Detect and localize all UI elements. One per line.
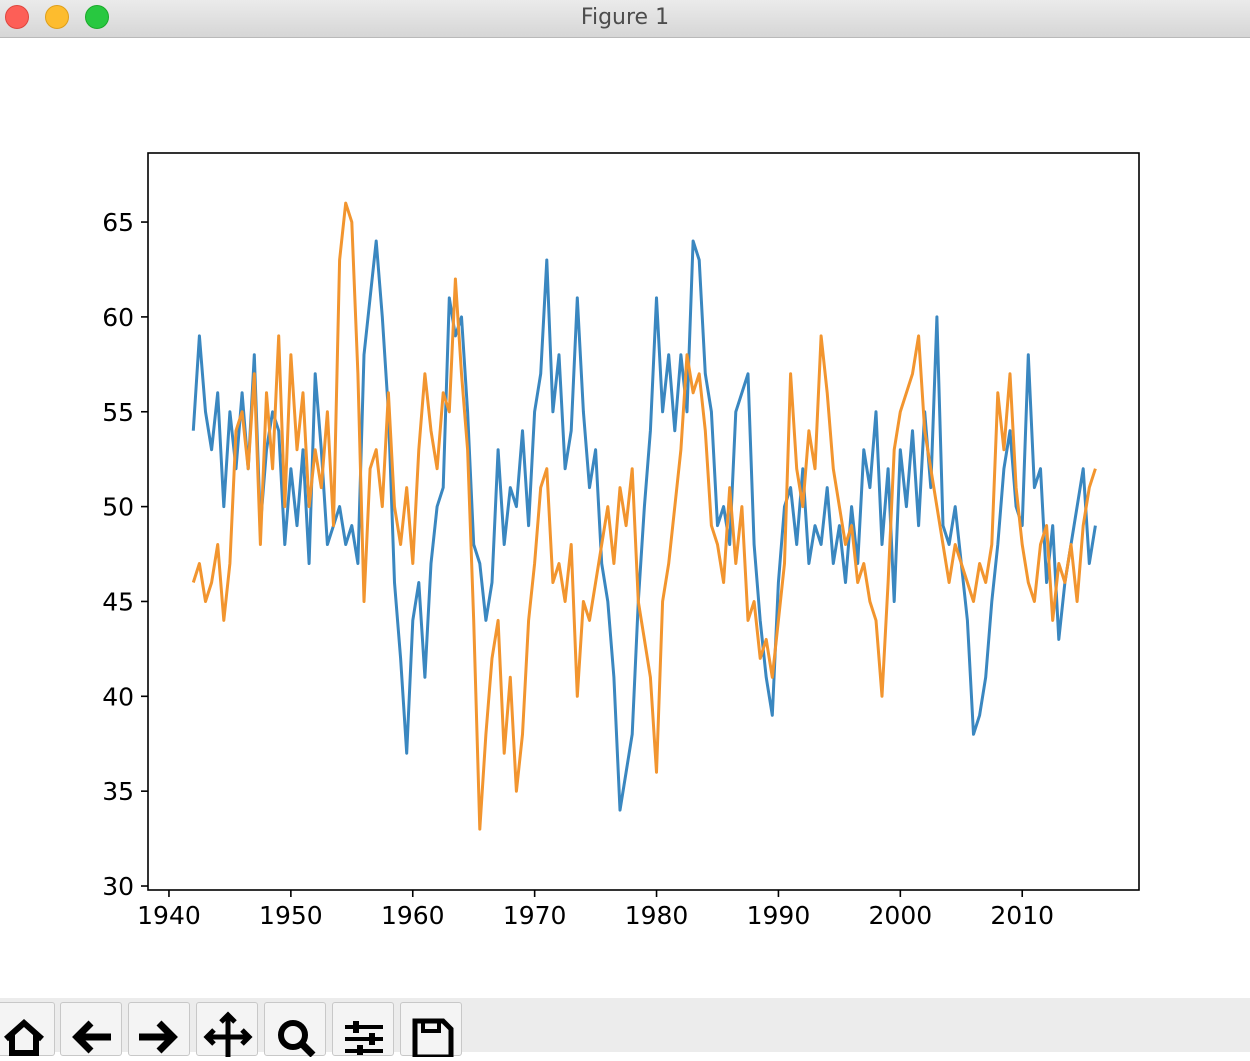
minimize-button[interactable] bbox=[45, 5, 69, 29]
home-button[interactable] bbox=[0, 1002, 55, 1056]
x-tick-label: 2000 bbox=[869, 901, 933, 930]
x-tick-label: 1950 bbox=[259, 901, 323, 930]
window-title: Figure 1 bbox=[580, 5, 670, 30]
x-tick-label: 1970 bbox=[503, 901, 567, 930]
toolbar bbox=[0, 998, 1250, 1060]
y-tick-label: 45 bbox=[102, 587, 134, 616]
data-line bbox=[191, 201, 1097, 831]
x-tick-label: 1980 bbox=[625, 901, 689, 930]
title-bar: Figure 1 bbox=[0, 0, 1250, 38]
y-tick-label: 60 bbox=[102, 303, 134, 332]
y-tick-label: 30 bbox=[102, 872, 134, 901]
save-button[interactable] bbox=[400, 1002, 462, 1060]
y-tick-label: 40 bbox=[102, 682, 134, 711]
y-tick-label: 55 bbox=[102, 398, 134, 427]
forward-button[interactable] bbox=[128, 1002, 190, 1056]
configure-button[interactable] bbox=[332, 1002, 394, 1056]
x-tick-label: 1990 bbox=[747, 901, 811, 930]
x-tick-label: 1960 bbox=[381, 901, 445, 930]
back-button[interactable] bbox=[60, 1002, 122, 1056]
y-tick-label: 35 bbox=[102, 777, 134, 806]
data-line bbox=[191, 239, 1097, 812]
y-tick-label: 50 bbox=[102, 493, 134, 522]
close-button[interactable] bbox=[5, 5, 29, 29]
y-tick-label: 65 bbox=[102, 208, 134, 237]
chart: 1940 1950 1960 1970 1980 1990 2000 2010 30 35 40 45… bbox=[102, 152, 1140, 930]
zoom-button[interactable] bbox=[85, 5, 109, 29]
x-tick-label: 2010 bbox=[990, 901, 1054, 930]
zoom-tool-button[interactable] bbox=[264, 1002, 326, 1058]
pan-button[interactable] bbox=[196, 1002, 258, 1057]
x-tick-label: 1940 bbox=[137, 901, 201, 930]
plot-frame bbox=[147, 152, 1140, 891]
